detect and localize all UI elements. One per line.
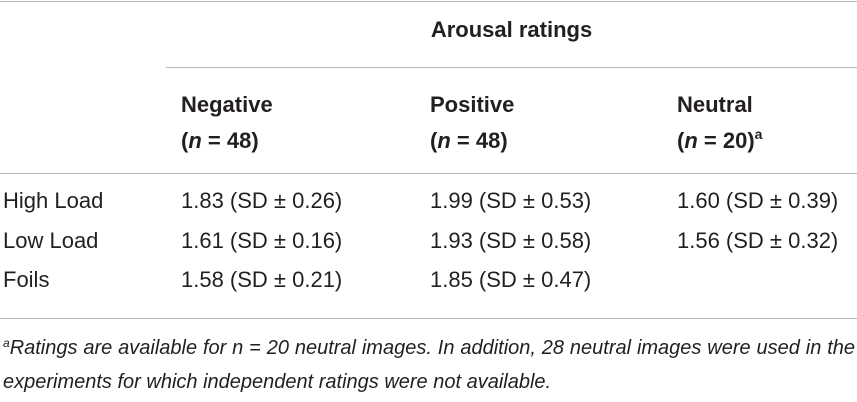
column-header-n-value: = 48): [450, 128, 508, 153]
row-label: Foils: [3, 267, 50, 292]
header-bottom-rule: [0, 173, 857, 174]
column-header-n-var: n: [684, 128, 698, 153]
column-header-positive: Positive (n = 48): [430, 87, 514, 159]
table-cell: 1.93 (SD ± 0.58): [430, 228, 592, 253]
column-header-negative: Negative (n = 48): [181, 87, 273, 159]
footnote-marker: a: [754, 126, 763, 142]
column-header-n-prefix: (: [430, 128, 438, 153]
column-header-n-value: = 48): [201, 128, 259, 153]
column-header-n-prefix: (: [181, 128, 189, 153]
table-row: Low Load 1.61 (SD ± 0.16) 1.93 (SD ± 0.5…: [0, 221, 857, 261]
table-footnote: aRatings are available for n = 20 neutra…: [3, 331, 855, 399]
table-cell: 1.60 (SD ± 0.39): [677, 188, 839, 213]
table-cell: 1.56 (SD ± 0.32): [677, 228, 839, 253]
column-header-label: Positive: [430, 92, 515, 117]
column-header-neutral: Neutral (n = 20)a: [677, 87, 762, 159]
row-label: High Load: [3, 188, 104, 213]
table-bottom-rule: [0, 318, 857, 319]
column-header-n-prefix: (: [677, 128, 685, 153]
table-row: Foils 1.58 (SD ± 0.21) 1.85 (SD ± 0.47): [0, 260, 857, 300]
table-top-rule: [0, 1, 857, 2]
column-header-n-value: = 20): [697, 128, 755, 153]
table-cell: 1.61 (SD ± 0.16): [181, 228, 343, 253]
column-header-label: Neutral: [677, 92, 753, 117]
table-row: High Load 1.83 (SD ± 0.26) 1.99 (SD ± 0.…: [0, 181, 857, 221]
column-header-n-var: n: [437, 128, 451, 153]
table-cell: 1.85 (SD ± 0.47): [430, 267, 592, 292]
footnote-marker: a: [3, 336, 10, 350]
group-underline-rule: [166, 67, 857, 68]
table-cell: 1.99 (SD ± 0.53): [430, 188, 592, 213]
row-label: Low Load: [3, 228, 99, 253]
column-header-n-var: n: [188, 128, 202, 153]
column-group-title: Arousal ratings: [430, 17, 593, 42]
table-cell: 1.83 (SD ± 0.26): [181, 188, 343, 213]
column-header-label: Negative: [181, 92, 273, 117]
footnote-text: Ratings are available for n = 20 neutral…: [3, 337, 855, 393]
table-cell: 1.58 (SD ± 0.21): [181, 267, 343, 292]
